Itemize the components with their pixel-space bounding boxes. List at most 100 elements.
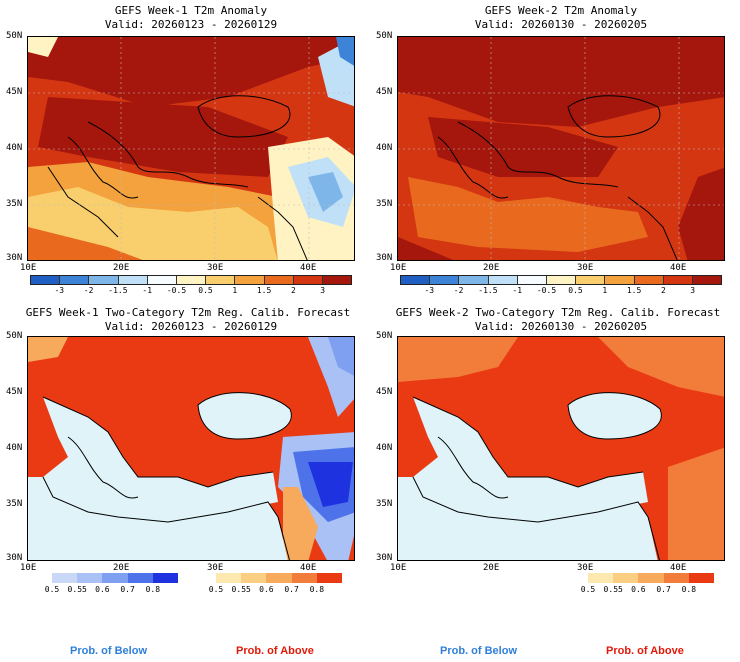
br-lat-30: 30N <box>376 553 393 563</box>
tick-label: -0.5 <box>166 286 187 295</box>
cbar-swatch <box>634 276 664 284</box>
cbar-swatch <box>235 276 265 284</box>
bl-lat-50: 50N <box>6 331 23 341</box>
tick-label: 1 <box>232 286 238 295</box>
tick-label: 0.5 <box>580 585 596 594</box>
pbar-swatch <box>77 573 103 583</box>
tick-label: 2 <box>290 286 296 295</box>
pbar-swatch <box>216 573 242 583</box>
tl-lon-40: 40E <box>300 263 317 273</box>
pbar-swatch <box>613 573 639 583</box>
tl-valid: Valid: 20260123 - 20260129 <box>104 18 278 31</box>
tick-label: 0.7 <box>284 585 299 594</box>
tl-lat-40: 40N <box>6 143 23 153</box>
pbar-swatch <box>152 573 179 583</box>
bl-above-colorbar <box>216 573 343 583</box>
cbar-swatch <box>322 276 352 284</box>
cbar-swatch <box>176 276 207 284</box>
br-legend-above: Prob. of Above <box>606 645 684 657</box>
cbar-swatch <box>147 276 177 284</box>
tick-label: -3 <box>424 286 435 295</box>
tl-lat-35: 35N <box>6 199 23 209</box>
br-lat-40: 40N <box>376 443 393 453</box>
tick-label: -1.5 <box>478 286 498 295</box>
br-legend-below: Prob. of Below <box>440 645 517 657</box>
pbar-swatch <box>316 573 343 583</box>
tick-label: 0.5 <box>198 286 213 295</box>
br-lat-50: 50N <box>376 331 393 341</box>
cbar-swatch <box>60 276 90 284</box>
cbar-swatch <box>264 276 294 284</box>
tl-map-canvas <box>28 37 354 260</box>
cbar-swatch <box>459 276 489 284</box>
tl-lon-10: 10E <box>20 263 37 273</box>
tr-lat-50: 50N <box>376 31 393 41</box>
cbar-swatch <box>692 276 722 284</box>
pbar-swatch <box>266 573 292 583</box>
bl-lat-40: 40N <box>6 443 23 453</box>
tick-label: 1.5 <box>626 286 642 295</box>
pbar-swatch <box>241 573 267 583</box>
pbar-swatch <box>127 573 153 583</box>
bl-map-canvas <box>28 337 354 560</box>
br-lon-10: 10E <box>390 563 407 573</box>
tl-lon-20: 20E <box>113 263 130 273</box>
tr-lon-30: 30E <box>577 263 594 273</box>
br-map-canvas <box>398 337 724 560</box>
pbar-swatch <box>638 573 664 583</box>
cbar-swatch <box>488 276 518 284</box>
tick-label: 2 <box>660 286 666 295</box>
bl-lon-10: 10E <box>20 563 37 573</box>
br-lon-40: 40E <box>670 563 687 573</box>
cbar-swatch <box>293 276 323 284</box>
tick-label: 0.8 <box>681 585 697 594</box>
tr-anomaly-colorbar <box>400 275 722 285</box>
cbar-swatch <box>663 276 693 284</box>
cbar-swatch <box>206 276 236 284</box>
bl-below-ticks: 0.5 0.55 0.6 0.7 0.8 <box>45 585 178 595</box>
tick-label: -3 <box>54 286 65 295</box>
tick-label: 0.5 <box>44 585 60 594</box>
br-above-colorbar <box>588 573 715 583</box>
pbar-swatch <box>291 573 317 583</box>
tr-title: GEFS Week-2 T2m Anomaly <box>484 4 638 17</box>
bl-lat-30: 30N <box>6 553 23 563</box>
tr-anomaly-ticks: -3 -2 -1.5 -1 -0.5 0.5 1 1.5 2 3 <box>400 286 722 296</box>
br-above-ticks: 0.5 0.55 0.6 0.7 0.8 <box>581 585 714 595</box>
tick-label: -2 <box>83 286 94 295</box>
cbar-swatch <box>517 276 547 284</box>
tr-lat-40: 40N <box>376 143 393 153</box>
br-lon-30: 30E <box>577 563 594 573</box>
tick-label: 0.5 <box>208 585 224 594</box>
tick-label: 0.55 <box>603 585 623 594</box>
tl-title: GEFS Week-1 T2m Anomaly <box>114 4 268 17</box>
tl-lat-30: 30N <box>6 253 23 263</box>
tick-label: 0.55 <box>231 585 251 594</box>
pbar-swatch <box>102 573 128 583</box>
bl-legend-above: Prob. of Above <box>236 645 314 657</box>
cbar-swatch <box>576 276 606 284</box>
cbar-swatch <box>605 276 635 284</box>
bl-valid: Valid: 20260123 - 20260129 <box>104 320 278 333</box>
bl-lon-30: 30E <box>207 563 224 573</box>
tl-map <box>27 36 355 261</box>
bl-map <box>27 336 355 561</box>
tl-lat-45: 45N <box>6 87 23 97</box>
cbar-swatch <box>401 276 431 284</box>
br-valid: Valid: 20260130 - 20260205 <box>474 320 648 333</box>
tick-label: 0.5 <box>568 286 583 295</box>
br-lat-35: 35N <box>376 499 393 509</box>
tick-label: 0.6 <box>259 585 274 594</box>
pbar-swatch <box>52 573 78 583</box>
tr-valid: Valid: 20260130 - 20260205 <box>474 18 648 31</box>
tr-lon-20: 20E <box>483 263 500 273</box>
pbar-swatch <box>663 573 689 583</box>
tick-label: -1 <box>512 286 523 295</box>
tl-lon-30: 30E <box>207 263 224 273</box>
br-title: GEFS Week-2 Two-Category T2m Reg. Calib.… <box>395 306 721 319</box>
bl-above-ticks: 0.5 0.55 0.6 0.7 0.8 <box>209 585 342 595</box>
pbar-swatch <box>688 573 715 583</box>
tr-map-canvas <box>398 37 724 260</box>
tick-label: 0.7 <box>120 585 135 594</box>
tick-label: 3 <box>690 286 696 295</box>
